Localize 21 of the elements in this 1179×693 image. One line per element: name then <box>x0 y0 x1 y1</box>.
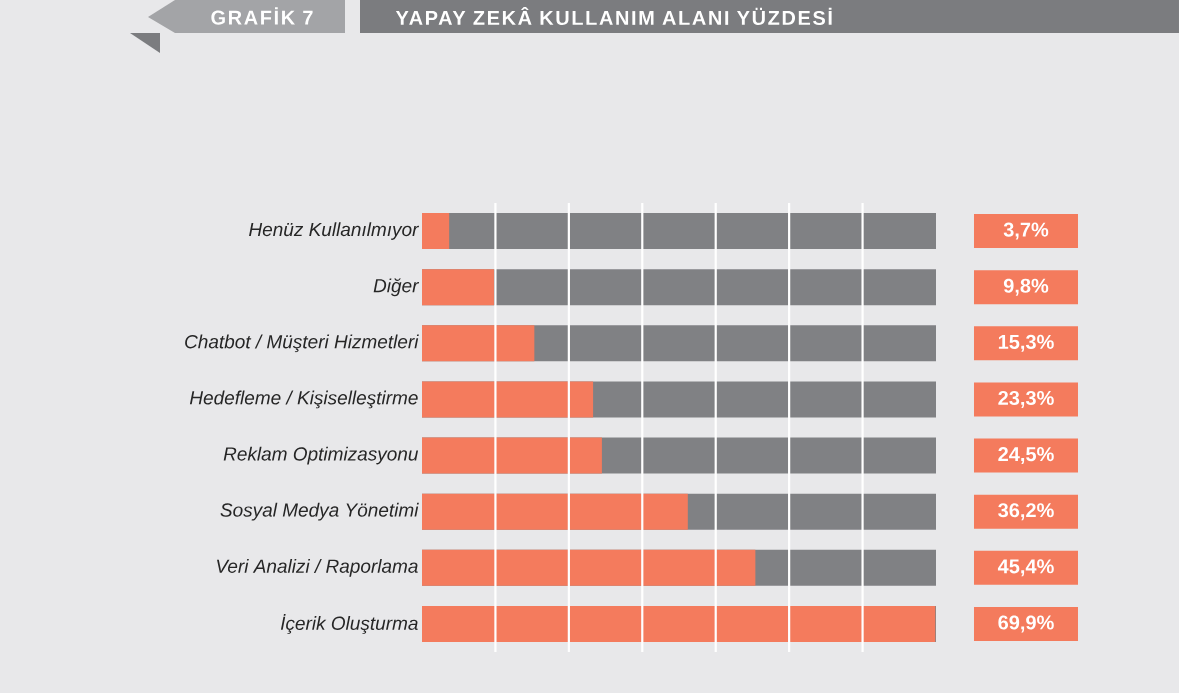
data-label: 9,8% <box>1003 278 1049 296</box>
text: GRAFİK 7 <box>211 7 313 25</box>
data-label: 36,2% <box>998 503 1054 521</box>
bar <box>422 269 494 306</box>
bar <box>422 325 535 362</box>
y-tick-label: Diğer <box>373 278 420 297</box>
data-label: 23,3% <box>998 390 1054 408</box>
bar <box>422 213 450 250</box>
y-tick-label: Reklam Optimizasyonu <box>223 446 419 465</box>
y-tick-label: Sosyal Medya Yönetimi <box>220 502 419 521</box>
y-tick-label: İçerik Oluşturma <box>280 614 418 634</box>
chart-title: YAPAY ZEKÂ KULLANIM ALANI YÜZDESİ <box>395 6 832 26</box>
y-tick-label: Veri Analizi / Raporlama <box>217 558 418 577</box>
y-tick-label: Chatbot / Müşteri Hizmetleri <box>185 334 419 353</box>
data-label: 3,7% <box>1003 222 1049 240</box>
data-label: 15,3% <box>998 334 1054 352</box>
data-label: 45,4% <box>997 559 1054 577</box>
y-tick-label: Hedefleme / Kişiselleştirme <box>189 390 418 409</box>
data-label: 69,9% <box>998 615 1054 633</box>
y-tick-label: Henüz Kullanılmıyor <box>249 222 420 240</box>
data-label: 24,5% <box>998 447 1054 465</box>
